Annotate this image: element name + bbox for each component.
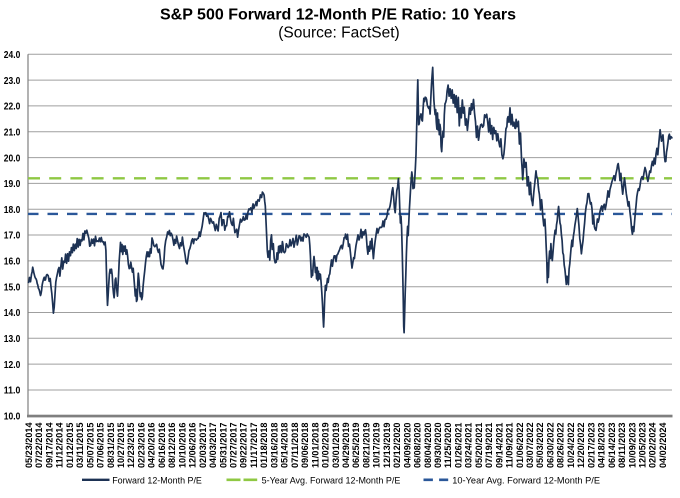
svg-text:04/18/2023: 04/18/2023 <box>597 422 607 468</box>
svg-text:01/12/2015: 01/12/2015 <box>65 422 75 468</box>
svg-text:10/10/2016: 10/10/2016 <box>177 422 187 468</box>
svg-text:03/16/2018: 03/16/2018 <box>269 422 279 468</box>
svg-text:22.0: 22.0 <box>4 102 21 113</box>
svg-text:08/21/2019: 08/21/2019 <box>361 422 371 468</box>
svg-text:10/24/2022: 10/24/2022 <box>566 422 576 468</box>
svg-text:11/12/2014: 11/12/2014 <box>55 422 65 468</box>
svg-text:12/06/2016: 12/06/2016 <box>188 422 198 468</box>
svg-text:09/22/2017: 09/22/2017 <box>239 422 249 468</box>
svg-text:02/23/2016: 02/23/2016 <box>137 422 147 468</box>
svg-text:07/11/2018: 07/11/2018 <box>290 422 300 468</box>
svg-text:08/31/2015: 08/31/2015 <box>106 422 116 468</box>
svg-text:10-Year Avg. Forward 12-Month: 10-Year Avg. Forward 12-Month P/E <box>452 476 600 486</box>
svg-text:10/09/2023: 10/09/2023 <box>627 422 637 468</box>
svg-text:06/16/2016: 06/16/2016 <box>157 422 167 468</box>
svg-text:12.0: 12.0 <box>4 360 21 371</box>
svg-text:03/07/2022: 03/07/2022 <box>525 422 535 468</box>
svg-text:11/25/2020: 11/25/2020 <box>443 422 453 468</box>
svg-text:18.0: 18.0 <box>4 205 21 216</box>
svg-text:04/09/2020: 04/09/2020 <box>402 422 412 468</box>
svg-text:03/01/2019: 03/01/2019 <box>331 422 341 468</box>
svg-text:05/07/2015: 05/07/2015 <box>85 422 95 468</box>
svg-text:09/06/2018: 09/06/2018 <box>300 422 310 468</box>
svg-text:05/20/2021: 05/20/2021 <box>474 422 484 468</box>
svg-text:05/14/2018: 05/14/2018 <box>280 422 290 468</box>
svg-text:05/31/2017: 05/31/2017 <box>218 422 228 468</box>
svg-text:07/06/2015: 07/06/2015 <box>96 422 106 468</box>
svg-text:06/30/2022: 06/30/2022 <box>546 422 556 468</box>
svg-text:01/06/2022: 01/06/2022 <box>515 422 525 468</box>
svg-text:04/29/2019: 04/29/2019 <box>341 422 351 468</box>
svg-text:12/13/2019: 12/13/2019 <box>382 422 392 468</box>
svg-text:11/01/2018: 11/01/2018 <box>310 422 320 468</box>
svg-text:04/03/2017: 04/03/2017 <box>208 422 218 468</box>
svg-text:10/27/2015: 10/27/2015 <box>116 422 126 468</box>
svg-text:03/11/2015: 03/11/2015 <box>75 422 85 468</box>
svg-text:06/08/2020: 06/08/2020 <box>413 422 423 468</box>
svg-text:17.0: 17.0 <box>4 231 21 242</box>
svg-text:11/17/2017: 11/17/2017 <box>249 422 259 468</box>
svg-text:12/20/2022: 12/20/2022 <box>576 422 586 468</box>
svg-text:08/26/2022: 08/26/2022 <box>556 422 566 468</box>
svg-text:01/18/2018: 01/18/2018 <box>259 422 269 468</box>
svg-text:02/02/2024: 02/02/2024 <box>648 422 658 468</box>
svg-text:10.0: 10.0 <box>4 412 21 423</box>
svg-text:Forward 12-Month P/E: Forward 12-Month P/E <box>112 476 202 486</box>
svg-text:03/24/2021: 03/24/2021 <box>464 422 474 468</box>
svg-text:(Source: FactSet): (Source: FactSet) <box>278 25 399 42</box>
svg-text:08/12/2016: 08/12/2016 <box>167 422 177 468</box>
svg-text:09/14/2021: 09/14/2021 <box>494 422 504 468</box>
svg-text:11.0: 11.0 <box>4 386 21 397</box>
svg-text:05/23/2014: 05/23/2014 <box>24 422 34 468</box>
svg-text:05/03/2022: 05/03/2022 <box>535 422 545 468</box>
svg-text:19.0: 19.0 <box>4 179 21 190</box>
svg-text:07/27/2017: 07/27/2017 <box>229 422 239 468</box>
svg-text:12/05/2023: 12/05/2023 <box>638 422 648 468</box>
svg-text:04/02/2024: 04/02/2024 <box>658 422 668 468</box>
svg-text:04/20/2016: 04/20/2016 <box>147 422 157 468</box>
svg-text:06/25/2019: 06/25/2019 <box>351 422 361 468</box>
svg-text:14.0: 14.0 <box>4 308 21 319</box>
svg-text:02/03/2017: 02/03/2017 <box>198 422 208 468</box>
svg-text:15.0: 15.0 <box>4 282 21 293</box>
svg-text:09/17/2014: 09/17/2014 <box>45 422 55 468</box>
svg-text:08/11/2023: 08/11/2023 <box>617 422 627 468</box>
svg-text:01/26/2021: 01/26/2021 <box>453 422 463 468</box>
svg-text:21.0: 21.0 <box>4 128 21 139</box>
svg-text:16.0: 16.0 <box>4 257 21 268</box>
svg-text:08/04/2020: 08/04/2020 <box>423 422 433 468</box>
svg-text:06/14/2023: 06/14/2023 <box>607 422 617 468</box>
svg-text:09/30/2020: 09/30/2020 <box>433 422 443 468</box>
svg-text:01/02/2019: 01/02/2019 <box>321 422 331 468</box>
svg-text:07/22/2014: 07/22/2014 <box>34 422 44 468</box>
svg-text:02/17/2023: 02/17/2023 <box>586 422 596 468</box>
svg-text:24.0: 24.0 <box>4 50 21 61</box>
svg-text:11/09/2021: 11/09/2021 <box>505 422 515 468</box>
svg-text:23.0: 23.0 <box>4 76 21 87</box>
svg-text:5-Year Avg. Forward 12-Month P: 5-Year Avg. Forward 12-Month P/E <box>262 476 401 486</box>
svg-text:07/19/2021: 07/19/2021 <box>484 422 494 468</box>
svg-text:12/23/2015: 12/23/2015 <box>126 422 136 468</box>
svg-text:02/12/2020: 02/12/2020 <box>392 422 402 468</box>
svg-text:10/17/2019: 10/17/2019 <box>372 422 382 468</box>
svg-text:S&P 500 Forward 12-Month P/E R: S&P 500 Forward 12-Month P/E Ratio: 10 Y… <box>160 7 516 24</box>
svg-text:13.0: 13.0 <box>4 334 21 345</box>
svg-text:20.0: 20.0 <box>4 153 21 164</box>
